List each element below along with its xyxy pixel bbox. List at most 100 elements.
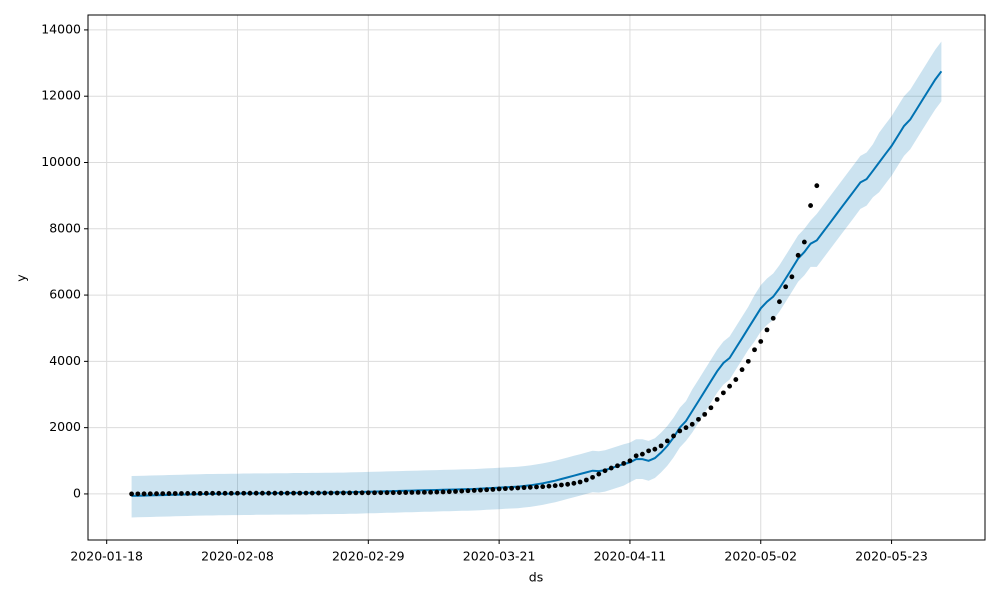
observed-point bbox=[403, 490, 409, 495]
observed-point bbox=[540, 484, 546, 490]
plot-frame bbox=[87, 14, 986, 541]
observed-point bbox=[777, 299, 782, 305]
observed-point bbox=[733, 377, 739, 382]
observed-point bbox=[496, 486, 502, 492]
y-tick-label: 6000 bbox=[49, 287, 81, 302]
y-tick-label: 8000 bbox=[49, 220, 81, 235]
observed-point bbox=[197, 490, 203, 496]
observed-point bbox=[590, 474, 595, 480]
observed-point bbox=[814, 183, 820, 189]
x-tick-label: 2020-02-08 bbox=[201, 549, 274, 564]
observed-point bbox=[801, 239, 807, 245]
observed-point bbox=[291, 490, 296, 496]
observed-point bbox=[421, 489, 427, 495]
observed-point bbox=[752, 347, 757, 353]
observed-point bbox=[615, 463, 620, 469]
observed-point bbox=[210, 490, 215, 496]
observed-point bbox=[534, 484, 539, 490]
observed-point bbox=[222, 490, 228, 496]
observed-point bbox=[596, 471, 602, 477]
observed-point bbox=[490, 487, 496, 492]
observed-point bbox=[739, 367, 745, 373]
observed-point bbox=[608, 465, 614, 471]
observed-point bbox=[415, 490, 421, 495]
observed-point bbox=[789, 274, 795, 280]
observed-point bbox=[284, 490, 290, 496]
observed-point bbox=[795, 252, 801, 258]
observed-point bbox=[446, 489, 452, 495]
observed-point bbox=[689, 421, 695, 427]
observed-point bbox=[272, 490, 278, 496]
observed-point bbox=[334, 490, 340, 496]
observed-point bbox=[365, 490, 371, 496]
y-tick-label: 14000 bbox=[41, 21, 81, 36]
observed-point bbox=[459, 488, 465, 494]
observed-point bbox=[583, 477, 589, 483]
observed-point bbox=[359, 490, 365, 496]
observed-point bbox=[316, 490, 321, 496]
observed-point bbox=[664, 438, 670, 444]
observed-point bbox=[247, 490, 253, 496]
observed-point bbox=[384, 490, 390, 496]
observed-point bbox=[552, 483, 558, 489]
observed-point bbox=[266, 490, 272, 496]
observed-point bbox=[260, 490, 265, 496]
observed-point bbox=[727, 383, 733, 389]
observed-point bbox=[309, 490, 315, 496]
observed-point bbox=[191, 490, 197, 496]
observed-point bbox=[160, 491, 166, 496]
observed-point bbox=[502, 486, 508, 492]
observed-point bbox=[639, 451, 645, 457]
observed-point bbox=[203, 490, 209, 496]
observed-point bbox=[166, 491, 172, 496]
x-tick-label: 2020-05-02 bbox=[724, 549, 797, 564]
y-tick-label: 2000 bbox=[49, 419, 81, 434]
observed-point bbox=[141, 491, 147, 497]
observed-point bbox=[484, 487, 490, 493]
observed-point bbox=[559, 482, 564, 488]
uncertainty-band bbox=[131, 41, 942, 518]
observed-point bbox=[577, 479, 583, 485]
x-tick-label: 2020-04-11 bbox=[594, 549, 667, 564]
observed-point bbox=[297, 490, 303, 496]
observed-point bbox=[453, 489, 458, 494]
observed-point bbox=[303, 490, 309, 496]
observed-point bbox=[397, 490, 402, 496]
observed-point bbox=[652, 446, 658, 452]
observed-point bbox=[521, 485, 527, 491]
observed-point bbox=[720, 390, 726, 396]
observed-point bbox=[745, 358, 751, 364]
observed-point bbox=[646, 448, 652, 454]
observed-point bbox=[627, 458, 633, 464]
observed-point bbox=[509, 485, 514, 491]
observed-point bbox=[378, 490, 384, 496]
observed-point bbox=[172, 491, 178, 496]
observed-point bbox=[135, 491, 141, 497]
observed-point bbox=[216, 490, 222, 496]
observed-point bbox=[154, 491, 159, 497]
observed-point bbox=[465, 488, 471, 494]
observed-point bbox=[185, 491, 191, 496]
observed-point bbox=[770, 315, 776, 321]
grid bbox=[88, 15, 985, 540]
observed-point bbox=[440, 489, 446, 495]
observed-point bbox=[696, 416, 701, 422]
observed-point bbox=[328, 490, 334, 496]
observed-point bbox=[527, 484, 533, 490]
observed-point bbox=[708, 405, 714, 411]
observed-point bbox=[179, 491, 184, 496]
y-tick-label: 0 bbox=[73, 485, 81, 500]
observed-point bbox=[428, 489, 434, 495]
observed-point bbox=[671, 433, 676, 439]
observed-point bbox=[340, 490, 346, 496]
observed-point bbox=[602, 468, 608, 474]
observed-point bbox=[714, 397, 720, 402]
observed-point bbox=[783, 284, 789, 290]
observed-point bbox=[546, 483, 552, 489]
observed-point bbox=[683, 425, 689, 431]
y-tick-label: 10000 bbox=[41, 154, 81, 169]
observed-point bbox=[658, 443, 664, 449]
observed-point bbox=[565, 481, 571, 487]
observed-point bbox=[808, 203, 813, 208]
